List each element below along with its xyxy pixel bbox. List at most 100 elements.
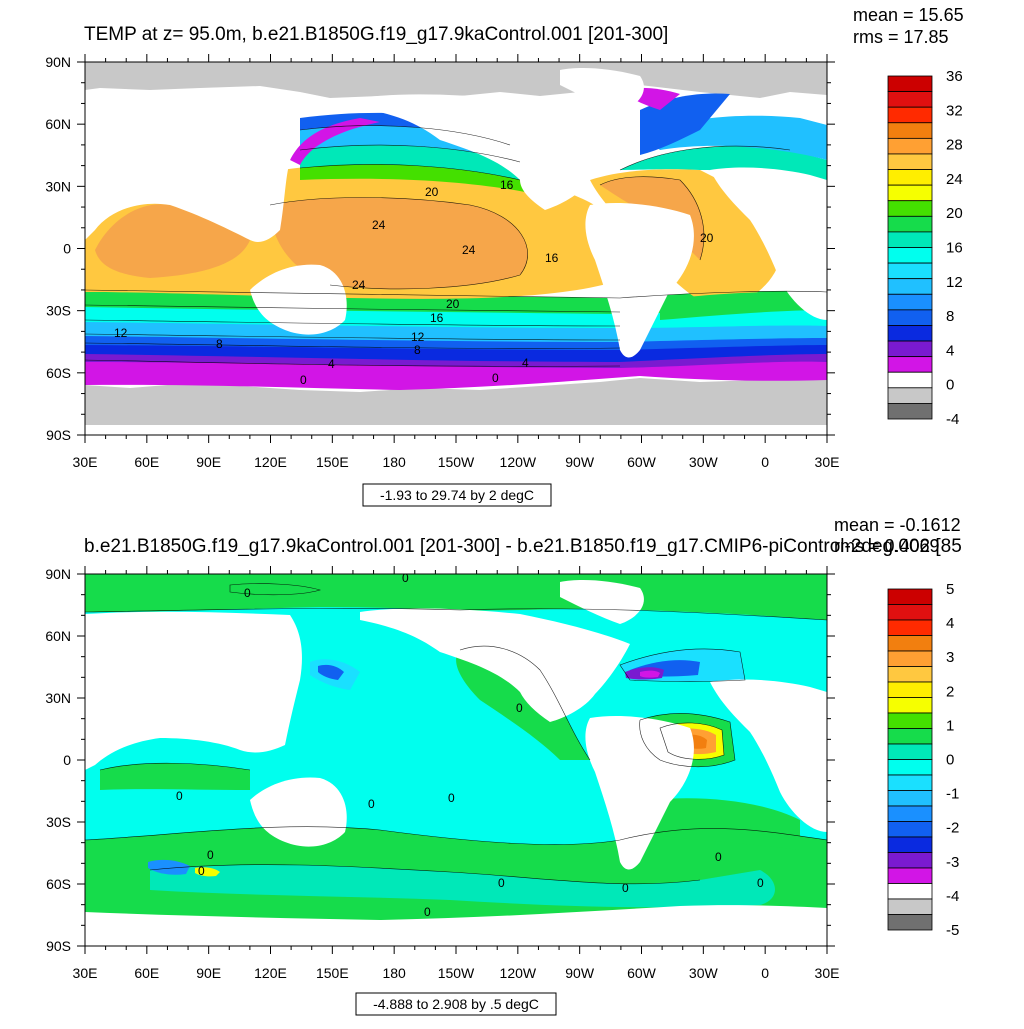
- colorbar-swatch: [887, 898, 933, 915]
- x-tick-label: 60W: [627, 965, 657, 981]
- land-australia: [250, 264, 347, 335]
- x-tick-label: 30E: [73, 454, 98, 470]
- colorbar-label: 4: [946, 615, 954, 632]
- panel-1: mean = 15.65 rms = 17.85 TEMP at z= 95.0…: [45, 5, 964, 507]
- contour-label: 8: [414, 343, 421, 357]
- x-tick-label: 0: [761, 965, 769, 981]
- colorbar-swatch: [887, 604, 933, 621]
- colorbar-swatch: [887, 387, 933, 404]
- npac-green: [300, 164, 540, 195]
- panel-2: 0 0 0 0 0 0 0 0 0 0 0 0 0 30E 60E 90E 120E 1…: [45, 515, 962, 1016]
- colorbar-label: 2: [946, 683, 954, 700]
- mean-label: mean = 15.65: [853, 5, 964, 25]
- natl-cold-magenta: [640, 670, 660, 678]
- y-tick-label: 60S: [46, 876, 71, 892]
- colorbar-swatch: [887, 75, 933, 92]
- natl-gradient-teal: [620, 146, 827, 185]
- y-tick-label: 60S: [46, 365, 71, 381]
- colorbar-swatch: [887, 619, 933, 636]
- pac-green: [456, 646, 590, 760]
- land-samerica: [585, 203, 694, 358]
- x-tick-label: 90E: [196, 965, 221, 981]
- colorbar-swatch: [887, 852, 933, 869]
- land-greenland: [560, 68, 644, 112]
- y-tick-label: 0: [63, 752, 71, 768]
- colorbar-swatch: [887, 169, 933, 186]
- colorbar-swatch: [887, 106, 933, 124]
- colorbar-label: 12: [946, 274, 963, 291]
- x-tick-label: 150W: [438, 965, 475, 981]
- satl-green: [650, 798, 800, 850]
- colorbar-swatch: [887, 153, 933, 170]
- colorbar-label: 0: [946, 377, 954, 394]
- colorbar-swatch: [887, 325, 933, 342]
- land-africa: [710, 167, 827, 320]
- x-tick-label: 150W: [438, 454, 475, 470]
- indian-green: [100, 763, 250, 790]
- colorbar-swatch: [887, 635, 933, 652]
- land-asia: [85, 96, 297, 242]
- contour-label: 20: [700, 231, 714, 245]
- contour-label: 20: [425, 185, 439, 199]
- contour-label: 0: [244, 586, 251, 600]
- land-antarctica-edge: [85, 425, 827, 435]
- colorbar-label: -1: [946, 786, 959, 803]
- contour-label: 0: [516, 701, 523, 715]
- so-yellow-patch: [195, 867, 220, 877]
- colorbar-label: -5: [946, 922, 959, 939]
- x-tick-label: 60W: [627, 454, 657, 470]
- contour-label: 12: [411, 330, 425, 344]
- y-tick-label: 60N: [45, 628, 71, 644]
- colorbar-label: 0: [946, 752, 954, 769]
- y-tick-label: 60N: [45, 116, 71, 132]
- colorbar-swatch: [887, 184, 933, 202]
- contour-lines: [85, 583, 827, 885]
- colorbar-swatch: [887, 821, 933, 838]
- so-blue-patch: [148, 859, 190, 875]
- land-australia: [250, 777, 347, 847]
- land-namerica: [360, 94, 630, 210]
- contour-label: 4: [328, 357, 335, 371]
- range-note-box: [355, 992, 557, 1016]
- x-tick-label: 90W: [565, 965, 595, 981]
- plot-title: TEMP at z= 95.0m, b.e21.B1850G.f19_g17.9…: [84, 24, 668, 45]
- x-tick-label: 150E: [316, 965, 349, 981]
- colorbar-swatch: [887, 588, 933, 605]
- satl-green: [660, 291, 827, 320]
- contour-label: 20: [446, 297, 460, 311]
- colorbar-label: -3: [946, 854, 959, 871]
- colorbar-swatch: [887, 278, 933, 295]
- contour-label: 0: [492, 371, 499, 385]
- y-tick-label: 0: [63, 241, 71, 257]
- x-tick-label: 120W: [500, 965, 537, 981]
- y-tick-label: 90S: [46, 427, 71, 443]
- colorbar-label: -4: [946, 411, 959, 428]
- rms-label: rms = 17.85: [853, 27, 949, 47]
- axes: 30E 60E 90E 120E 150E 180 150W 120W 90W 60W 30W 0 30…: [45, 566, 839, 981]
- colorbar-swatch: [887, 340, 933, 358]
- colorbar-label: 5: [946, 581, 954, 598]
- colorbar: 5 4 3 2 1 0 -1 -2 -3 -4 -5: [887, 581, 959, 939]
- y-tick-label: 90N: [45, 566, 71, 582]
- colorbar-swatch: [887, 200, 933, 217]
- contour-label: 16: [500, 178, 514, 192]
- land-asia: [85, 611, 302, 770]
- x-tick-label: 30W: [689, 454, 719, 470]
- contour-label: 0: [300, 373, 307, 387]
- contour-label: 16: [545, 251, 559, 265]
- contour-label: 0: [368, 797, 375, 811]
- tropical-orange: [270, 197, 528, 289]
- colorbar-label: -4: [946, 888, 959, 905]
- contour-label: 0: [757, 876, 764, 890]
- colorbar-swatch: [887, 712, 933, 729]
- y-tick-label: 30S: [46, 303, 71, 319]
- colorbar-swatch: [887, 247, 933, 264]
- range-note-box: [362, 483, 552, 507]
- land-antarctica: [85, 905, 827, 946]
- colorbar-label: 24: [946, 171, 963, 188]
- contour-label: 24: [372, 218, 386, 232]
- colorbar-label: 16: [946, 240, 963, 257]
- colorbar-label: 32: [946, 102, 963, 119]
- colorbar-swatch: [887, 805, 933, 822]
